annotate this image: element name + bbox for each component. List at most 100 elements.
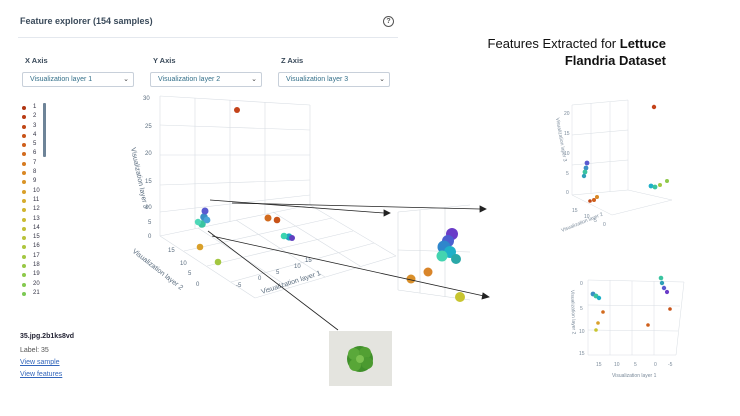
feature-explorer-panel: Feature explorer (154 samples) ? X Axis … bbox=[18, 16, 398, 386]
zoom-inset-points bbox=[406, 228, 465, 302]
legend-marker-icon bbox=[22, 245, 26, 250]
legend-label: 15 bbox=[33, 234, 40, 241]
chevron-down-icon: ⌄ bbox=[379, 76, 385, 83]
z-tick-5: 5 bbox=[148, 220, 152, 226]
y-tick-0: 0 bbox=[196, 282, 200, 288]
legend-marker-icon bbox=[22, 254, 26, 259]
legend-label: 14 bbox=[33, 224, 40, 231]
x-tick-15: 15 bbox=[305, 258, 312, 264]
y-tick-10: 10 bbox=[180, 261, 187, 267]
x-axis-select[interactable]: Visualization layer 1 ⌄ bbox=[22, 72, 134, 87]
legend-marker-icon bbox=[22, 282, 26, 287]
legend-marker-icon bbox=[22, 217, 26, 222]
legend-scrollbar[interactable] bbox=[43, 103, 46, 157]
z-tick-0: 0 bbox=[148, 234, 152, 240]
legend-marker-icon bbox=[22, 143, 26, 148]
z-axis-select-value: Visualization layer 3 bbox=[286, 76, 349, 83]
x-tick-10: 10 bbox=[294, 264, 301, 270]
zoom-point-9 bbox=[455, 292, 465, 302]
legend-label: 17 bbox=[33, 252, 40, 259]
legend-marker-icon bbox=[22, 161, 26, 166]
x-tick-0: 0 bbox=[258, 276, 262, 282]
legend-label: 10 bbox=[33, 187, 40, 194]
legend-marker-icon bbox=[22, 264, 26, 269]
z-axis-select[interactable]: Visualization layer 3 ⌄ bbox=[278, 72, 390, 87]
point-4 bbox=[196, 243, 204, 251]
figure-caption: Features Extracted for Lettuce Flandria … bbox=[452, 35, 666, 69]
chevron-down-icon: ⌄ bbox=[251, 76, 257, 83]
z-tick-15: 15 bbox=[145, 179, 152, 185]
point-13 bbox=[289, 235, 295, 241]
panel-title: Feature explorer (154 samples) bbox=[20, 16, 153, 26]
legend-label: 1 bbox=[33, 104, 37, 110]
zoom-point-6 bbox=[451, 254, 461, 264]
y-axis-select-value: Visualization layer 2 bbox=[158, 76, 221, 83]
sample-name: 35.jpg.2b1ks8vd bbox=[20, 333, 75, 340]
x-axis-select-value: Visualization layer 1 bbox=[30, 76, 93, 83]
caption-bold: Lettuce bbox=[619, 36, 666, 51]
plot-grid bbox=[159, 95, 397, 299]
y-tick-15: 15 bbox=[168, 248, 175, 254]
legend-label: 9 bbox=[33, 178, 37, 185]
legend-marker-icon bbox=[22, 152, 26, 157]
legend-label: 18 bbox=[33, 262, 40, 269]
z-tick-10: 10 bbox=[145, 205, 152, 211]
z-tick-20: 20 bbox=[145, 151, 152, 157]
z-top-tick: 30 bbox=[143, 96, 150, 102]
point-8 bbox=[201, 207, 209, 215]
legend-label: 2 bbox=[33, 113, 37, 120]
x-axis-label: X Axis bbox=[25, 56, 48, 65]
help-icon[interactable]: ? bbox=[383, 16, 394, 27]
view-sample-link[interactable]: View sample bbox=[20, 359, 60, 366]
point-9 bbox=[203, 216, 211, 224]
caption-line2: Flandria Dataset bbox=[564, 53, 666, 68]
sample-label: Label: 35 bbox=[20, 347, 49, 354]
sample-thumbnail bbox=[329, 331, 392, 386]
legend-marker-icon bbox=[22, 106, 26, 110]
legend-label: 7 bbox=[33, 159, 37, 166]
legend-marker-icon bbox=[22, 291, 26, 296]
legend-marker-icon bbox=[22, 124, 26, 129]
legend-label: 5 bbox=[33, 141, 37, 148]
legend-label: 13 bbox=[33, 215, 40, 222]
callout-arrows bbox=[207, 199, 490, 331]
y-axis-title: Visualization layer 2 bbox=[131, 248, 184, 292]
zoom-point-8 bbox=[406, 274, 416, 284]
zoom-point-5 bbox=[436, 250, 448, 262]
x-tick-minus5: -5 bbox=[236, 283, 242, 289]
legend-marker-icon bbox=[22, 115, 26, 120]
legend-label: 20 bbox=[33, 280, 40, 287]
header-divider bbox=[18, 37, 398, 38]
legend-marker-icon bbox=[22, 226, 26, 231]
zoom-point-7 bbox=[423, 267, 433, 277]
y-axis-select[interactable]: Visualization layer 2 ⌄ bbox=[150, 72, 262, 87]
legend-label: 3 bbox=[33, 122, 37, 129]
z-axis-label: Z Axis bbox=[281, 56, 304, 65]
point-10 bbox=[194, 218, 202, 226]
legend-marker-icon bbox=[22, 198, 26, 203]
lettuce-image bbox=[329, 331, 392, 386]
legend-marker-icon bbox=[22, 208, 26, 213]
legend-marker-icon bbox=[22, 273, 26, 278]
y-tick-5: 5 bbox=[188, 271, 192, 277]
view-features-link[interactable]: View features bbox=[20, 371, 63, 378]
legend-label: 16 bbox=[33, 243, 40, 250]
legend-label: 6 bbox=[33, 150, 37, 157]
legend-label: 12 bbox=[33, 206, 40, 213]
legend-label: 4 bbox=[33, 131, 37, 138]
legend-marker-icon bbox=[22, 180, 26, 185]
caption-line1: Features Extracted for bbox=[487, 36, 620, 51]
x-tick-5: 5 bbox=[276, 270, 280, 276]
legend-label: 11 bbox=[33, 196, 40, 203]
zoom-inset-grid bbox=[397, 204, 471, 301]
legend-label: 19 bbox=[33, 271, 40, 278]
legend-marker-icon bbox=[22, 171, 26, 176]
legend-label: 8 bbox=[33, 169, 37, 176]
point-12 bbox=[280, 232, 288, 240]
legend-label: 21 bbox=[33, 289, 40, 296]
z-tick-25: 25 bbox=[145, 124, 152, 130]
point-5 bbox=[214, 258, 222, 266]
point-3 bbox=[273, 216, 281, 224]
legend-marker-icon bbox=[22, 189, 26, 194]
